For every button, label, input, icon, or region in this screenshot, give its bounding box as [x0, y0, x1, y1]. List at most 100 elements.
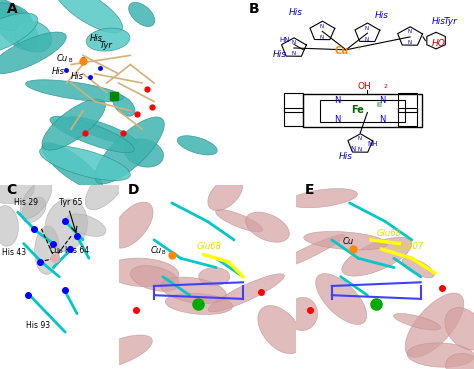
- Ellipse shape: [287, 297, 318, 331]
- Ellipse shape: [50, 116, 134, 153]
- Text: N: N: [334, 115, 340, 124]
- Text: Tyr 65: Tyr 65: [59, 198, 82, 207]
- Ellipse shape: [165, 293, 233, 314]
- Text: Tyr: Tyr: [443, 17, 457, 26]
- Ellipse shape: [15, 21, 52, 52]
- Ellipse shape: [113, 95, 135, 116]
- Ellipse shape: [316, 273, 367, 324]
- Text: N: N: [408, 40, 412, 45]
- Ellipse shape: [402, 258, 434, 278]
- Text: OH: OH: [358, 82, 372, 90]
- Ellipse shape: [405, 293, 464, 357]
- Ellipse shape: [258, 306, 302, 354]
- Ellipse shape: [0, 13, 38, 55]
- Bar: [303, 94, 422, 127]
- Ellipse shape: [271, 235, 345, 271]
- Text: Cu: Cu: [334, 45, 348, 55]
- Text: N: N: [379, 115, 385, 124]
- Text: His 43: His 43: [2, 248, 27, 256]
- Text: Fe: Fe: [351, 104, 364, 114]
- Ellipse shape: [0, 32, 66, 74]
- Text: N: N: [351, 146, 356, 152]
- Text: Cu: Cu: [342, 237, 354, 245]
- Ellipse shape: [85, 335, 152, 369]
- Ellipse shape: [111, 202, 153, 248]
- Text: His 93: His 93: [26, 321, 50, 330]
- Text: HN: HN: [280, 37, 290, 44]
- Ellipse shape: [42, 143, 102, 190]
- Text: His: His: [273, 50, 287, 59]
- Text: B: B: [58, 249, 62, 254]
- Text: Glu68: Glu68: [376, 229, 401, 238]
- Text: Glu107: Glu107: [394, 242, 424, 251]
- Text: D: D: [128, 183, 139, 197]
- Text: III: III: [377, 102, 383, 108]
- Text: N: N: [292, 51, 296, 56]
- Text: N: N: [358, 147, 362, 152]
- Ellipse shape: [125, 139, 164, 167]
- Ellipse shape: [246, 212, 289, 242]
- Ellipse shape: [85, 165, 128, 210]
- Ellipse shape: [66, 214, 106, 237]
- Bar: [398, 108, 417, 126]
- Text: Cu: Cu: [50, 246, 60, 255]
- Bar: [284, 93, 303, 111]
- Text: B: B: [161, 250, 165, 255]
- Ellipse shape: [106, 258, 179, 287]
- Text: N: N: [379, 96, 385, 105]
- Text: Cu: Cu: [151, 246, 162, 255]
- Ellipse shape: [216, 210, 263, 232]
- Bar: [284, 108, 303, 126]
- Ellipse shape: [304, 231, 387, 250]
- Ellipse shape: [22, 197, 46, 223]
- Text: His: His: [339, 152, 353, 161]
- Ellipse shape: [40, 146, 130, 180]
- Text: N: N: [358, 136, 362, 141]
- Text: Tyr: Tyr: [100, 41, 112, 50]
- Text: N: N: [365, 37, 369, 42]
- Text: N: N: [334, 96, 340, 105]
- Text: His: His: [289, 8, 303, 17]
- Text: His 29: His 29: [14, 198, 38, 207]
- Ellipse shape: [446, 354, 474, 369]
- Ellipse shape: [208, 177, 243, 211]
- Text: His: His: [52, 67, 65, 76]
- Text: N: N: [292, 40, 296, 45]
- Ellipse shape: [128, 2, 155, 27]
- Text: E: E: [305, 183, 315, 197]
- Ellipse shape: [342, 237, 412, 276]
- Text: NH: NH: [367, 141, 378, 147]
- Text: N: N: [408, 29, 412, 34]
- Ellipse shape: [0, 176, 34, 204]
- Ellipse shape: [407, 343, 474, 367]
- Text: C: C: [6, 183, 16, 197]
- Ellipse shape: [0, 3, 31, 31]
- Text: N: N: [320, 24, 324, 29]
- Text: N: N: [320, 35, 324, 40]
- Text: His: His: [431, 17, 446, 26]
- Ellipse shape: [289, 189, 357, 208]
- Text: His 64: His 64: [65, 246, 89, 255]
- Ellipse shape: [445, 307, 474, 350]
- Ellipse shape: [177, 136, 217, 155]
- Text: B: B: [249, 2, 259, 16]
- Text: 2: 2: [384, 84, 388, 89]
- Text: N: N: [365, 25, 369, 31]
- Ellipse shape: [209, 274, 284, 312]
- Ellipse shape: [130, 266, 179, 291]
- Text: Cu: Cu: [57, 54, 68, 63]
- Text: I: I: [358, 45, 360, 51]
- Ellipse shape: [20, 180, 52, 218]
- Ellipse shape: [0, 206, 18, 246]
- Ellipse shape: [0, 0, 39, 51]
- Text: His: His: [71, 72, 84, 81]
- Ellipse shape: [55, 0, 123, 33]
- Text: His: His: [90, 34, 103, 42]
- Text: Glu68: Glu68: [197, 242, 221, 251]
- Bar: [398, 93, 417, 111]
- Ellipse shape: [35, 226, 59, 274]
- Ellipse shape: [199, 268, 230, 286]
- Text: His: His: [374, 11, 389, 20]
- Text: A: A: [7, 2, 18, 16]
- Ellipse shape: [393, 314, 440, 330]
